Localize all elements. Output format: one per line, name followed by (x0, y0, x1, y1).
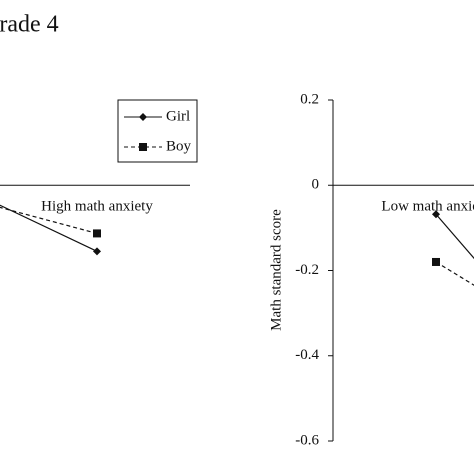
marker-square (93, 229, 101, 238)
x-category-label: Low math anxiety (381, 198, 474, 214)
series-line (0, 204, 98, 252)
y-axis-label: Math standard score (268, 209, 284, 331)
marker-diamond (93, 247, 101, 256)
legend-marker (139, 113, 147, 121)
marker-square (432, 257, 440, 266)
y-tick-label: 0 (312, 177, 320, 193)
legend-marker (139, 143, 147, 151)
legend-label: Boy (166, 138, 192, 154)
y-tick-label: -0.4 (295, 347, 319, 363)
legend-label: Girl (166, 108, 190, 124)
x-category-label: High math anxiety (41, 198, 153, 214)
series-line (435, 213, 474, 260)
legend-box (117, 99, 198, 163)
y-tick-label: -0.6 (295, 432, 319, 448)
y-tick-label: 0.2 (300, 91, 319, 107)
marker-diamond (432, 210, 440, 219)
series-line (435, 261, 474, 286)
y-tick-label: -0.2 (295, 262, 319, 278)
chart-title: Grade 4 (0, 12, 59, 38)
